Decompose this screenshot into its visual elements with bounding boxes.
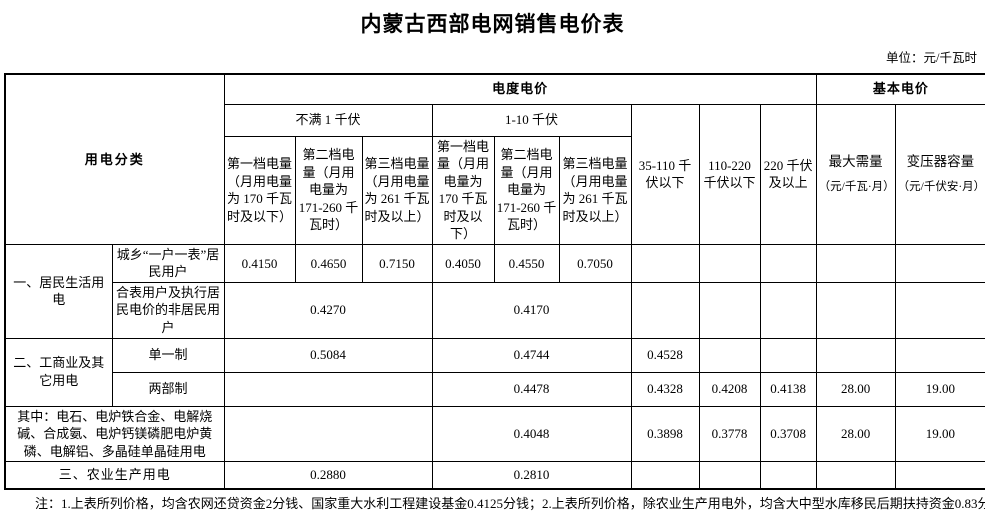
empty-cell: [894, 337, 985, 373]
header-tier3-1-10kv: 第三档电量（月用电量为 261 千瓦时及以上）: [558, 135, 632, 245]
price-agricultural-below1kv: 0.2880: [223, 461, 433, 490]
header-tier1-1-10kv: 第一档电量（月用电量为 170 千瓦时及以下）: [431, 135, 495, 245]
price-one-meter-below1-t3: 0.7150: [361, 243, 433, 283]
empty-cell: [894, 243, 985, 283]
cell-combined-meter-label: 合表用户及执行居民电价的非居民用户: [111, 281, 225, 339]
price-high-energy-35-110kv: 0.3898: [630, 405, 700, 463]
cell-residential-category: 一、居民生活用电: [4, 243, 113, 339]
empty-cell: [223, 405, 433, 463]
price-one-meter-1-10kv-t3: 0.7050: [558, 243, 632, 283]
unit-label: 单位：元/千瓦时: [886, 51, 977, 65]
header-transformer-capacity: 变压器容量 （元/千伏安·月）: [894, 103, 985, 245]
empty-cell: [698, 337, 761, 373]
empty-cell: [759, 461, 817, 490]
cell-two-part-system-label: 两部制: [111, 371, 225, 407]
price-single-system-below1kv: 0.5084: [223, 337, 433, 373]
footnote: 注：1.上表所列价格，均含农网还贷资金2分钱、国家重大水利工程建设基金0.412…: [35, 495, 985, 511]
price-combined-meter-below1kv: 0.4270: [223, 281, 433, 339]
max-demand-unit: （元/千瓦·月）: [818, 180, 895, 193]
cell-single-system-label: 单一制: [111, 337, 225, 373]
header-basic-price: 基本电价: [815, 73, 985, 105]
header-35-110kv: 35-110 千伏以下: [630, 103, 700, 245]
price-two-part-max-demand: 28.00: [815, 371, 896, 407]
table-row: 合表用户及执行居民电价的非居民用户 0.4270 0.4170: [5, 281, 985, 339]
price-combined-meter-1-10kv: 0.4170: [431, 281, 632, 339]
price-one-meter-below1-t1: 0.4150: [223, 243, 296, 283]
empty-cell: [815, 337, 896, 373]
empty-cell: [759, 337, 817, 373]
price-two-part-1-10kv: 0.4478: [431, 371, 632, 407]
table-row: 二、工商业及其它用电 单一制 0.5084 0.4744 0.4528: [4, 337, 985, 407]
header-tier2-below1kv: 第二档电量（月用电量为 171-260 千瓦时）: [294, 135, 363, 245]
empty-cell: [698, 243, 761, 283]
price-two-part-110-220kv: 0.4208: [698, 371, 761, 407]
header-220kv: 220 千伏及以上: [759, 103, 817, 245]
empty-cell: [759, 243, 817, 283]
transformer-capacity-unit: （元/千伏安·月）: [897, 180, 985, 193]
empty-cell: [698, 461, 761, 490]
empty-cell: [630, 281, 700, 339]
page-title: 内蒙古西部电网销售电价表: [360, 13, 625, 36]
header-max-demand: 最大需量 （元/千瓦·月）: [815, 103, 896, 245]
empty-cell: [759, 281, 817, 339]
price-high-energy-transformer: 19.00: [894, 405, 985, 463]
price-two-part-35-110kv: 0.4328: [630, 371, 700, 407]
empty-cell: [630, 243, 700, 283]
header-energy-price: 电度电价: [223, 73, 817, 105]
price-high-energy-max-demand: 28.00: [815, 405, 896, 463]
empty-cell: [630, 461, 700, 490]
empty-cell: [815, 243, 896, 283]
header-tier3-below1kv: 第三档电量（月用电量为 261 千瓦时及以上）: [361, 135, 433, 245]
cell-industrial-category: 二、工商业及其它用电: [4, 337, 113, 407]
empty-cell: [698, 281, 761, 339]
cell-high-energy-label: 其中：电石、电炉铁合金、电解烧碱、合成氨、电炉钙镁磷肥电炉黄磷、电解铝、多晶硅单…: [4, 405, 225, 463]
price-one-meter-1-10kv-t1: 0.4050: [431, 243, 495, 283]
cell-agricultural-label: 三、农业生产用电: [4, 461, 225, 490]
empty-cell: [894, 281, 985, 339]
price-two-part-220kv: 0.4138: [759, 371, 817, 407]
empty-cell: [815, 461, 896, 490]
price-high-energy-110-220kv: 0.3778: [698, 405, 761, 463]
header-110-220kv: 110-220 千伏以下: [698, 103, 761, 245]
header-1-10kv: 1-10 千伏: [431, 103, 632, 137]
table-row: 其中：电石、电炉铁合金、电解烧碱、合成氨、电炉钙镁磷肥电炉黄磷、电解铝、多晶硅单…: [4, 405, 985, 463]
transformer-capacity-label: 变压器容量: [906, 153, 975, 169]
empty-cell: [223, 371, 433, 407]
price-high-energy-220kv: 0.3708: [759, 405, 817, 463]
header-classification: 用电分类: [4, 73, 225, 245]
price-single-system-35-110kv: 0.4528: [630, 337, 700, 373]
header-below-1kv: 不满 1 千伏: [223, 103, 433, 137]
table-row: 三、农业生产用电 0.2880 0.2810: [4, 461, 985, 490]
cell-one-meter-label: 城乡“一户一表”居民用户: [111, 243, 225, 283]
price-two-part-transformer: 19.00: [894, 371, 985, 407]
empty-cell: [815, 281, 896, 339]
price-high-energy-1-10kv: 0.4048: [431, 405, 632, 463]
header-tier2-1-10kv: 第二档电量（月用电量为 171-260 千瓦时）: [493, 135, 560, 245]
price-one-meter-below1-t2: 0.4650: [294, 243, 363, 283]
price-one-meter-1-10kv-t2: 0.4550: [493, 243, 560, 283]
header-tier1-below1kv: 第一档电量（月用电量为 170 千瓦时及以下）: [223, 135, 296, 245]
empty-cell: [894, 461, 985, 490]
price-single-system-1-10kv: 0.4744: [431, 337, 632, 373]
max-demand-label: 最大需量: [828, 153, 883, 169]
price-agricultural-1-10kv: 0.2810: [431, 461, 632, 490]
price-table: 用电分类 电度电价 基本电价 不满 1 千伏 1-10 千伏 35-110 千伏…: [4, 73, 985, 490]
table-row: 一、居民生活用电 城乡“一户一表”居民用户 0.4150 0.4650 0.71…: [4, 243, 985, 339]
table-row: 两部制 0.4478 0.4328 0.4208 0.4138 28.00 19…: [5, 371, 985, 407]
